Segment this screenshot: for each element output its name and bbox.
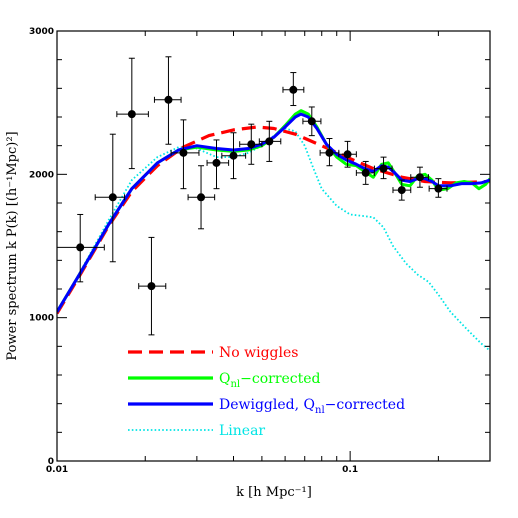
data-point-marker xyxy=(325,148,334,157)
data-point-marker xyxy=(212,158,221,167)
data-point xyxy=(138,236,167,336)
legend-label: Dewiggled, Qnl−corrected xyxy=(219,397,405,416)
legend-item: No wiggles xyxy=(128,345,298,361)
data-point-marker xyxy=(265,137,274,146)
data-point-marker xyxy=(247,140,256,149)
y-tick-label: 3000 xyxy=(29,27,54,37)
legend-item: Linear xyxy=(128,423,265,439)
data-point xyxy=(428,178,448,198)
data-point-marker xyxy=(289,85,298,94)
data-point-marker xyxy=(76,243,85,252)
x-tick-label: 0.01 xyxy=(46,465,68,475)
plot-frame xyxy=(56,30,491,462)
legend-item: Qnl−corrected xyxy=(128,371,321,390)
data-point xyxy=(170,119,200,190)
data-points-layer xyxy=(56,56,448,336)
y-axis-title: Power spectrum k P(k) [(h⁻¹Mpc)²] xyxy=(5,131,20,360)
data-point xyxy=(221,132,247,180)
y-tick-label: 2000 xyxy=(29,170,54,180)
legend-label: Linear xyxy=(219,423,265,439)
data-point-marker xyxy=(379,164,388,173)
data-point-marker xyxy=(361,168,370,177)
series-line-dewiggled-q xyxy=(57,112,490,313)
data-point xyxy=(338,140,357,168)
legend-item: Dewiggled, Qnl−corrected xyxy=(128,397,405,416)
data-point-marker xyxy=(434,184,443,193)
data-point xyxy=(56,213,105,283)
legend-label: Qnl−corrected xyxy=(219,371,321,390)
data-point xyxy=(206,139,230,190)
data-point-marker xyxy=(197,193,206,202)
x-axis-title: k [h Mpc⁻¹] xyxy=(236,485,312,500)
data-point-marker xyxy=(164,95,173,104)
legend: No wiggles Qnl−corrected Dewiggled, Qnl−co… xyxy=(128,345,405,439)
data-point xyxy=(355,160,375,185)
data-point-marker xyxy=(179,148,188,157)
data-point-marker xyxy=(229,151,238,160)
data-point xyxy=(153,56,182,145)
data-point xyxy=(373,156,393,180)
data-point xyxy=(410,166,429,188)
data-point-marker xyxy=(415,173,424,182)
series-line-no-wiggles xyxy=(57,125,490,315)
series-line-q xyxy=(57,109,490,313)
data-point xyxy=(239,123,263,165)
data-point xyxy=(187,165,216,230)
x-tick-label: 0.1 xyxy=(342,465,358,475)
axes-layer: 0.01 0.1 0 1000 2000 3000 xyxy=(29,27,491,475)
data-point-marker xyxy=(127,110,136,119)
data-point xyxy=(302,106,322,137)
data-point-marker xyxy=(397,186,406,195)
data-point-marker xyxy=(343,150,352,159)
series-line-linear xyxy=(57,127,490,352)
y-tick-label: 1000 xyxy=(29,314,54,324)
data-point-marker xyxy=(147,282,156,291)
data-point xyxy=(258,120,282,162)
data-point xyxy=(392,179,412,201)
data-point xyxy=(116,57,149,170)
legend-label: No wiggles xyxy=(219,345,298,361)
y-tick-label: 0 xyxy=(48,457,54,467)
series-layer xyxy=(57,109,490,352)
data-point xyxy=(282,72,305,107)
data-point-marker xyxy=(307,117,316,126)
data-point xyxy=(94,133,126,263)
data-point-marker xyxy=(108,193,117,202)
